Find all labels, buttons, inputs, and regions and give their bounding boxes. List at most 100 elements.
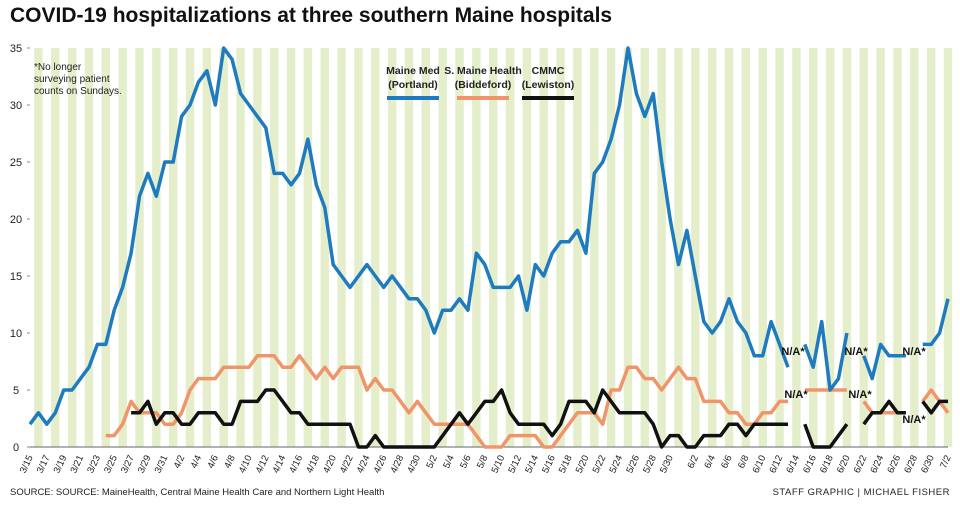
x-tick-label: 6/8 (736, 454, 752, 471)
x-tick-label: 3/29 (136, 454, 154, 475)
source: SOURCE: SOURCE: MaineHealth, Central Mai… (10, 487, 384, 498)
x-tick-label: 4/4 (189, 454, 205, 471)
y-tick-label: 25 (10, 157, 22, 169)
stripe (34, 48, 43, 447)
x-tick-label: 4/14 (271, 454, 289, 475)
stripe (792, 48, 801, 447)
chart-title: COVID-19 hospitalizations at three south… (10, 4, 612, 27)
legend-label: S. Maine Health (444, 65, 522, 77)
x-tick-label: 6/14 (784, 454, 802, 475)
x-tick-label: 4/26 (372, 454, 390, 475)
x-tick-label: 5/6 (458, 454, 474, 471)
annotation: N/A* (848, 389, 872, 401)
y-tick-label: 35 (10, 43, 22, 55)
x-tick-label: 5/18 (557, 454, 575, 475)
x-tick-label: 5/30 (658, 454, 676, 475)
stripe (472, 48, 481, 447)
x-tick-label: 3/21 (68, 454, 86, 475)
x-tick-label: 4/2 (172, 454, 188, 471)
x-tick-label: 5/22 (591, 454, 609, 475)
stripe (286, 48, 296, 447)
stripe (337, 48, 346, 447)
x-tick-label: 5/24 (607, 454, 625, 475)
x-tick-label: 4/18 (304, 454, 322, 475)
stripe (253, 48, 262, 447)
stripe (606, 48, 616, 447)
y-tick-label: 20 (10, 214, 22, 226)
annotation: N/A* (784, 389, 808, 401)
x-tick-label: 6/6 (719, 454, 735, 471)
x-tick-label: 5/4 (441, 454, 457, 471)
legend-label: CMMC (532, 65, 565, 77)
stripe (590, 48, 599, 447)
x-tick-label: 3/23 (85, 454, 103, 475)
x-tick-label: 4/6 (205, 454, 221, 471)
x-tick-label: 4/16 (287, 454, 305, 475)
x-tick-label: 5/14 (523, 454, 541, 475)
x-tick-label: 4/22 (338, 454, 356, 475)
stripe (51, 48, 60, 447)
stripe (371, 48, 380, 447)
x-tick-label: 4/10 (237, 454, 255, 475)
credit: STAFF GRAPHIC | MICHAEL FISHER (773, 487, 950, 498)
stripe (387, 48, 397, 447)
x-tick-label: 4/30 (405, 454, 423, 475)
stripe (236, 48, 245, 447)
legend-location: (Portland) (388, 79, 438, 91)
stripe (539, 48, 548, 447)
x-tick-label: 6/10 (751, 454, 769, 475)
x-tick-label: 4/8 (222, 454, 238, 471)
x-tick-label: 6/20 (835, 454, 853, 475)
x-tick-label: 6/4 (702, 454, 718, 471)
stripe (825, 48, 835, 447)
stripe (910, 48, 919, 447)
stripe (101, 48, 111, 447)
stripe (809, 48, 818, 447)
x-tick-label: 4/12 (254, 454, 272, 475)
stripe (741, 48, 751, 447)
x-tick-label: 4/24 (355, 454, 373, 475)
stripe (67, 48, 77, 447)
x-tick-label: 3/25 (102, 454, 120, 475)
x-tick-label: 3/19 (52, 454, 70, 475)
annotation: N/A* (781, 346, 805, 358)
annotation: N/A* (902, 346, 926, 358)
x-tick-label: 6/18 (818, 454, 836, 475)
x-tick-label: 3/31 (153, 454, 171, 475)
stripes (34, 48, 953, 447)
x-tick-label: 6/30 (919, 454, 937, 475)
x-tick-label: 3/27 (119, 454, 137, 475)
x-tick-label: 5/16 (540, 454, 558, 475)
y-tick-label: 5 (13, 385, 19, 397)
stripe (489, 48, 498, 447)
stripe (623, 48, 633, 447)
stripe (320, 48, 329, 447)
stripe (573, 48, 582, 447)
stripe (270, 48, 279, 447)
x-tick-label: 5/26 (624, 454, 642, 475)
stripe (640, 48, 650, 447)
x-tick-label: 6/22 (852, 454, 870, 475)
x-tick-label: 6/12 (767, 454, 785, 475)
x-tick-label: 6/28 (902, 454, 920, 475)
x-tick-label: 5/28 (641, 454, 659, 475)
stripe (152, 48, 161, 447)
x-tick-label: 4/28 (388, 454, 406, 475)
x-tick-label: 3/17 (35, 454, 53, 475)
stripe (505, 48, 515, 447)
x-tick-label: 6/2 (686, 454, 702, 471)
stripe (455, 48, 464, 447)
annotation: N/A* (844, 346, 868, 358)
y-tick-label: 15 (10, 271, 22, 283)
note: *No longer surveying patient counts on S… (34, 62, 122, 97)
x-tick-label: 6/26 (885, 454, 903, 475)
stripe (724, 48, 734, 447)
stripe (421, 48, 431, 447)
stripe (657, 48, 666, 447)
x-tick-label: 6/24 (869, 454, 887, 475)
x-tick-label: 3/15 (18, 454, 36, 475)
stripe (404, 48, 414, 447)
stripe (707, 48, 717, 447)
